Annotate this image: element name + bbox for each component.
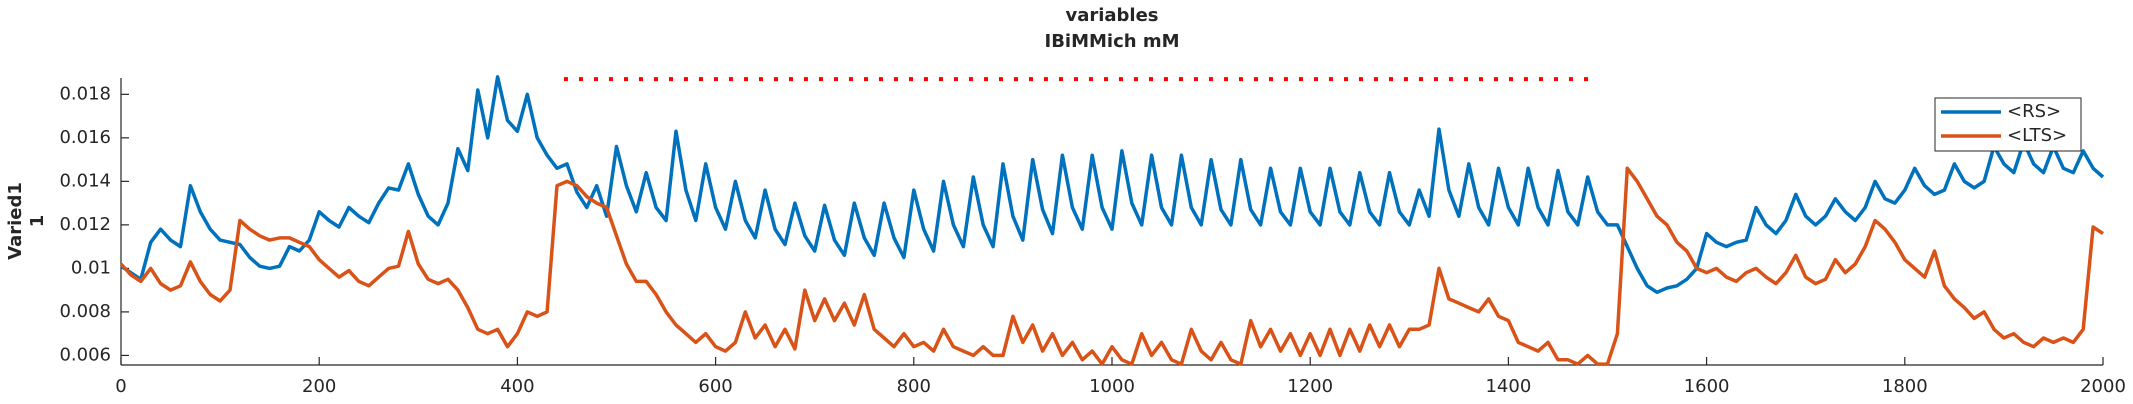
x-tick-label: 200	[302, 376, 336, 397]
x-tick-label: 2000	[2080, 376, 2126, 397]
legend-label: <LTS>	[2007, 125, 2067, 146]
y-axis-label: 1	[27, 215, 48, 228]
x-tick-label: 1600	[1684, 376, 1730, 397]
chart-subtitle: IBiMMich mM	[1045, 31, 1180, 52]
chart-title: variables	[1065, 5, 1158, 26]
series-line	[119, 166, 2104, 366]
y-tick-label: 0.008	[59, 301, 111, 322]
y-tick-label: 0.018	[59, 83, 111, 104]
legend-box	[1934, 97, 2082, 152]
y-tick-label: 0.012	[59, 214, 111, 235]
x-tick-label: 1200	[1287, 376, 1333, 397]
y-tick-label: 0.014	[59, 170, 111, 191]
x-tick-label: 0	[115, 376, 126, 397]
x-tick-label: 1400	[1485, 376, 1531, 397]
x-tick-label: 600	[698, 376, 732, 397]
y-tick-label: 0.01	[71, 257, 111, 278]
x-tick-label: 1000	[1089, 376, 1135, 397]
x-tick-label: 1800	[1882, 376, 1928, 397]
x-tick-label: 400	[500, 376, 534, 397]
y-tick-label: 0.006	[59, 344, 111, 365]
x-tick-label: 800	[897, 376, 931, 397]
y-tick-label: 0.016	[59, 127, 111, 148]
series-line	[120, 75, 2105, 295]
legend-label: <RS>	[2007, 101, 2061, 122]
y-axis-label: Varied1	[5, 182, 26, 260]
